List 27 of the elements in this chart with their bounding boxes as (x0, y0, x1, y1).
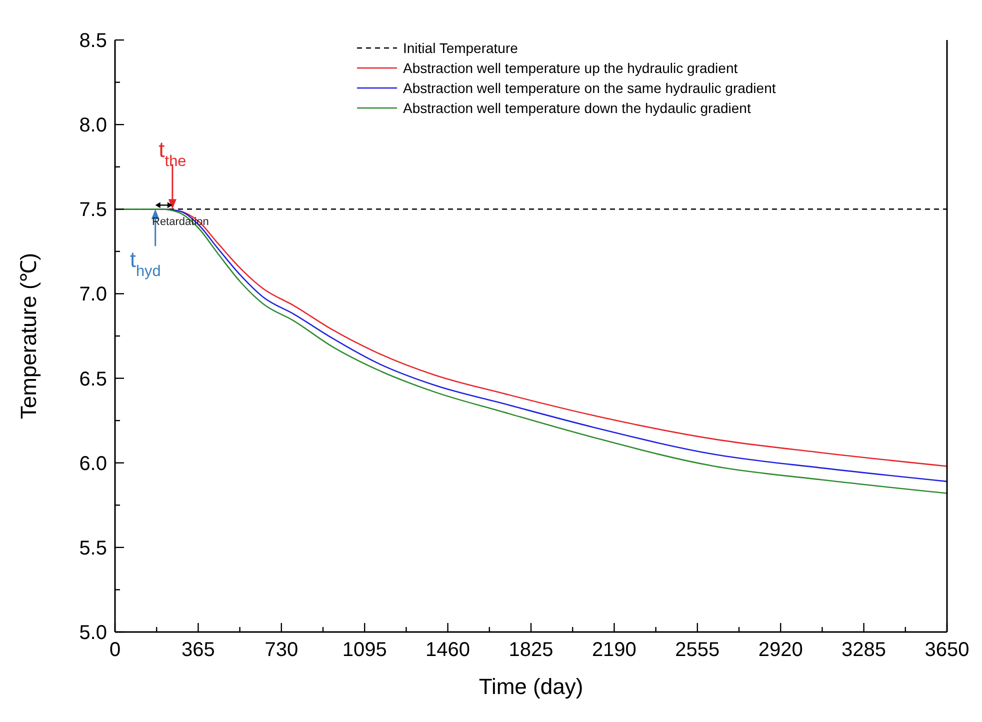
y-tick-label: 6.5 (79, 368, 107, 390)
x-tick-label: 365 (182, 639, 215, 661)
x-tick-label: 0 (109, 639, 121, 661)
x-tick-label: 730 (264, 639, 298, 661)
x-axis-title: Time (day) (478, 674, 584, 699)
y-tick-label: 5.5 (79, 537, 107, 560)
x-tick-label: 1825 (508, 639, 554, 661)
annotation: t$_{hyd}$ (130, 247, 161, 280)
x-tick-label: 2920 (758, 639, 803, 661)
legend-label: Initial Temperature (403, 40, 518, 56)
legend-label: Abstraction well temperature up the hydraulic gradient (403, 60, 738, 76)
x-tick-label: 2555 (675, 639, 720, 661)
x-tick-label: 1095 (342, 639, 387, 661)
y-tick-label: 8.0 (79, 114, 107, 137)
y-tick-label: 7.5 (79, 199, 107, 222)
x-tick-label: 1460 (426, 639, 470, 661)
legend-label: Abstraction well temperature on the same hydraulic gradient (403, 80, 776, 96)
legend-label: Abstraction well temperature down the hydaulic gradient (403, 100, 751, 116)
y-tick-label: 7.0 (79, 284, 107, 306)
y-tick-label: 6.0 (79, 452, 107, 475)
x-tick-label: 2190 (592, 639, 636, 661)
y-tick-label: 8.5 (79, 30, 107, 52)
y-tick-label: 5.0 (79, 622, 107, 644)
annotation: t$_{the}$ (158, 137, 186, 170)
x-tick-label: 3650 (924, 639, 970, 661)
y-axis-title: Temperature (℃) (16, 252, 41, 420)
x-tick-label: 3285 (842, 639, 886, 661)
